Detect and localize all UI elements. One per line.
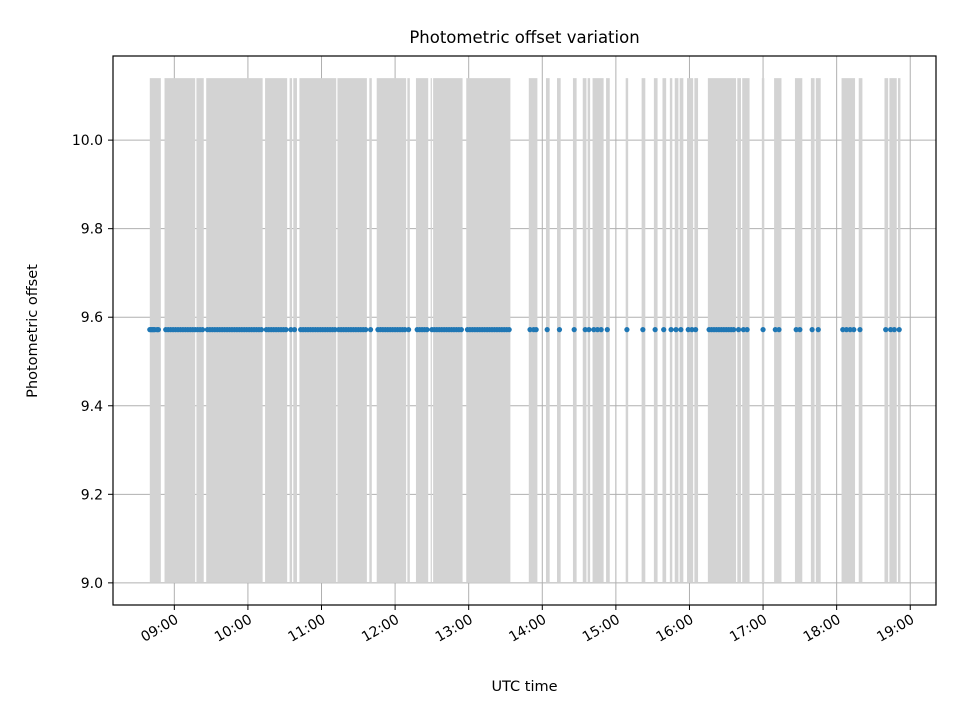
data-point: [527, 327, 533, 333]
data-point: [571, 327, 577, 333]
y-tick-label: 9.6: [81, 310, 103, 326]
data-point: [843, 327, 850, 333]
data-point: [556, 327, 563, 333]
data-point: [424, 327, 430, 333]
data-point: [402, 327, 408, 333]
y-tick-label: 10.0: [72, 133, 103, 149]
data-point: [735, 327, 742, 333]
data-point: [258, 327, 265, 333]
data-point: [857, 327, 863, 333]
data-point: [640, 327, 646, 333]
data-point: [591, 327, 597, 333]
data-point: [809, 327, 815, 333]
data-point: [744, 327, 750, 333]
data-point: [731, 327, 737, 333]
data-point: [678, 327, 684, 333]
data-point: [199, 327, 206, 333]
data-point: [661, 327, 667, 333]
data-point: [363, 327, 369, 333]
y-tick-label: 9.8: [81, 222, 103, 238]
x-axis-label: UTC time: [491, 679, 557, 695]
data-point: [604, 327, 610, 333]
data-point: [283, 327, 289, 333]
data-point: [652, 327, 658, 333]
data-point: [689, 327, 695, 333]
data-point: [772, 327, 778, 333]
data-point: [685, 327, 691, 333]
data-point: [888, 327, 894, 333]
data-point: [332, 327, 338, 333]
data-point: [797, 327, 803, 333]
data-point: [693, 327, 699, 333]
data-point: [673, 327, 679, 333]
data-point: [598, 327, 604, 333]
data-point: [883, 327, 889, 333]
data-point: [776, 327, 782, 333]
data-point: [288, 327, 294, 333]
data-point: [624, 327, 630, 333]
data-point: [896, 327, 902, 333]
data-point: [847, 327, 853, 333]
data-point: [582, 327, 588, 333]
data-point: [458, 327, 464, 333]
data-point: [533, 327, 539, 333]
data-point: [815, 327, 821, 333]
data-point: [793, 327, 799, 333]
y-axis: 9.0 9.2 9.4 9.6 9.8 10.0: [72, 133, 113, 592]
data-point: [405, 327, 412, 333]
data-point: [668, 327, 674, 333]
data-point: [760, 327, 766, 333]
data-point: [506, 327, 512, 333]
data-point: [840, 327, 846, 333]
data-point: [594, 327, 601, 333]
y-tick-label: 9.4: [81, 399, 103, 415]
data-point: [155, 327, 161, 333]
data-point: [291, 327, 298, 333]
data-point: [740, 327, 747, 333]
y-tick-label: 9.0: [81, 576, 103, 592]
data-point: [544, 327, 550, 333]
y-tick-label: 9.2: [81, 487, 103, 503]
data-point: [891, 327, 897, 333]
data-point: [367, 327, 374, 333]
plot-frame: [112, 55, 937, 606]
chart-title: Photometric offset variation: [409, 28, 639, 47]
data-point: [851, 327, 857, 333]
data-point: [586, 327, 592, 333]
y-axis-label: Photometric offset: [25, 264, 41, 398]
data-points: [147, 327, 902, 333]
